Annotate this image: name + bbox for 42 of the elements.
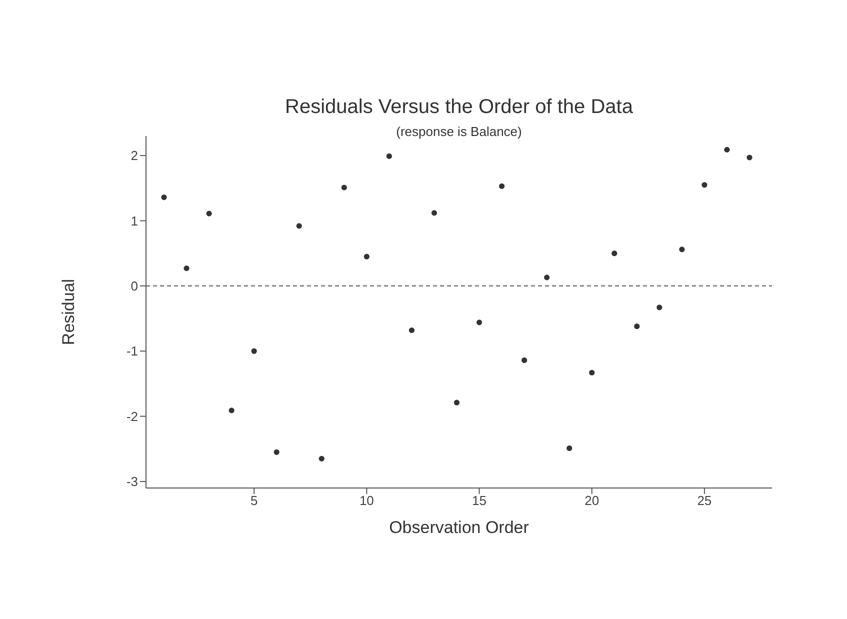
point [161, 194, 167, 200]
x-tick-label: 20 [584, 493, 600, 508]
point [612, 250, 618, 256]
y-tick-label: 2 [130, 148, 138, 164]
point [724, 146, 730, 152]
x-axis-title: Observation Order [389, 518, 530, 537]
point [386, 153, 392, 160]
point [296, 223, 302, 229]
point [634, 324, 640, 330]
point [679, 246, 685, 252]
point [746, 154, 752, 160]
chart-title: Residuals Versus the Order of the Data [284, 96, 634, 119]
point [431, 210, 438, 216]
x-tick-label: 10 [359, 493, 374, 508]
point [408, 327, 415, 334]
point [206, 210, 212, 216]
point [364, 254, 370, 260]
point [274, 449, 280, 455]
point [251, 348, 257, 354]
point [589, 370, 595, 376]
point [656, 304, 662, 310]
point [522, 357, 528, 364]
chart-subtitle: (response is Balance) [395, 124, 523, 139]
point [544, 274, 550, 280]
point [566, 445, 572, 452]
point [476, 320, 482, 326]
y-tick-label: 0 [130, 278, 138, 294]
x-tick-label: 25 [697, 493, 712, 508]
point [498, 183, 505, 189]
y-tick-label: -1 [126, 344, 138, 359]
y-tick-label: 1 [130, 213, 138, 228]
point [702, 182, 708, 188]
y-tick-label: -3 [126, 474, 138, 490]
x-tick-label: 5 [250, 493, 258, 508]
point [184, 266, 190, 272]
point [454, 400, 460, 406]
point [228, 408, 234, 414]
point [341, 184, 347, 190]
y-tick-label: -2 [126, 408, 138, 424]
point [318, 456, 324, 462]
y-axis-title: Residual [59, 278, 78, 346]
x-tick-label: 15 [472, 493, 486, 508]
